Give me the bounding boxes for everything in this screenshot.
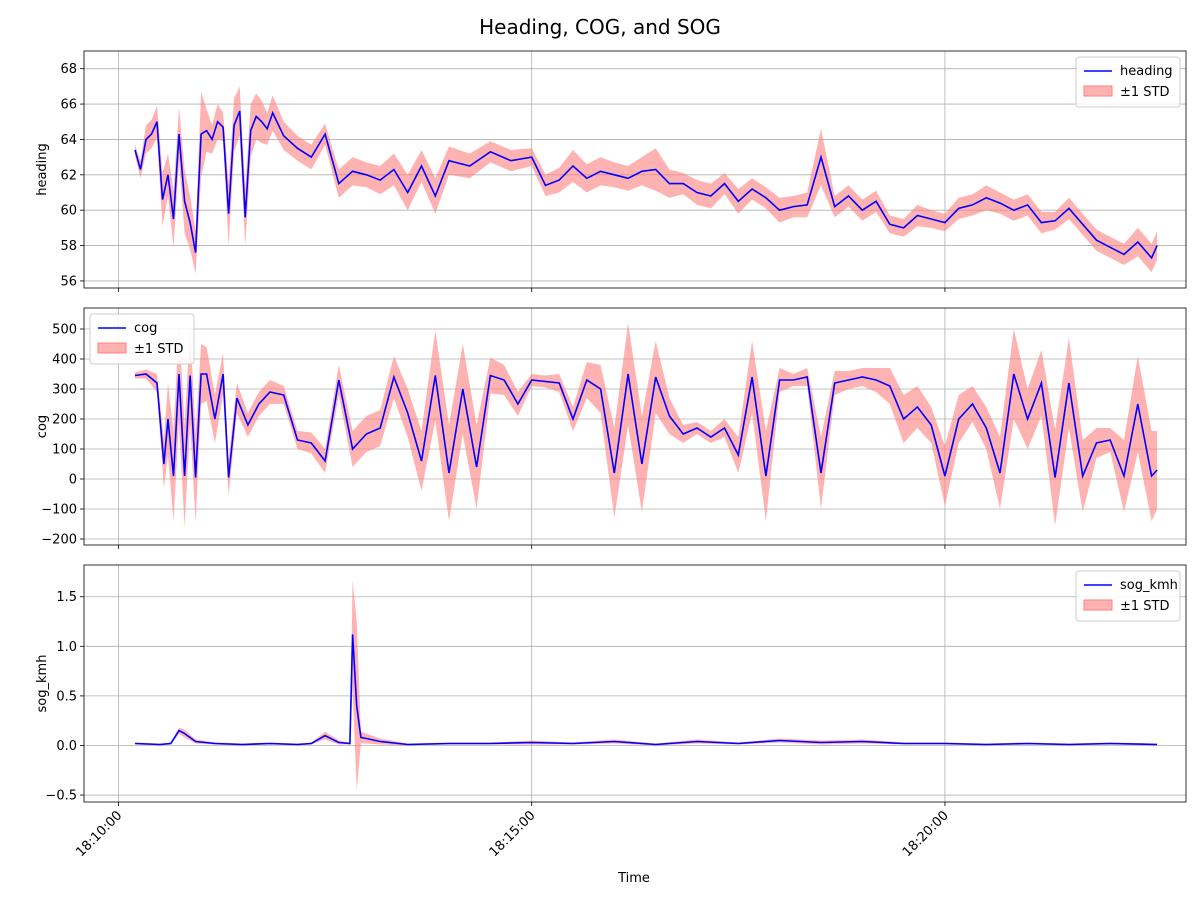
plot-area [84,565,1186,802]
plot-frame [83,50,1187,289]
x-tick-label: 18:10:00 [73,808,125,860]
x-tick-label: 18:20:00 [900,808,952,860]
legend-band-swatch [1083,85,1113,97]
std-band [135,323,1158,527]
y-tick-label: −200 [41,533,77,548]
y-tick-label: 68 [60,62,77,77]
legend-label: ±1 STD [1120,85,1170,100]
legend-band-swatch [1083,599,1113,611]
legend: heading ±1 STD [1075,56,1181,108]
y-tick-label: 0 [69,473,77,488]
y-tick-label: 300 [52,383,77,398]
y-tick-label: 0.5 [56,689,77,704]
y-tick-label: −0.5 [45,789,77,804]
y-tick-label: −100 [41,503,77,518]
y-tick-label: 64 [60,133,77,148]
y-tick-label: 1.0 [56,640,77,655]
legend-label: ±1 STD [134,342,184,357]
series-line-cog [134,373,1158,479]
panel-cog: −200 −100 0 100 200 300 400 500 cog cog ±1 STD [35,307,1187,549]
y-tick-label: 62 [60,168,77,183]
x-axis-label: Time [617,871,650,886]
legend-band-swatch [97,342,127,354]
y-axis-label: heading [35,143,50,196]
legend-label: ±1 STD [1120,599,1170,614]
y-tick-label: 500 [52,323,77,338]
y-tick-label: 200 [52,413,77,428]
panel-sog_kmh: −0.5 0.0 0.5 1.0 1.5 18:10:00 18:15:00 18:20:00… [35,564,1187,860]
series-line-heading [134,110,1158,260]
y-tick-label: 66 [60,98,77,113]
legend-label: heading [1120,64,1173,79]
y-tick-label: 0.0 [56,739,77,754]
legend: cog ±1 STD [89,313,195,365]
y-axis-label: sog_kmh [35,655,50,713]
y-tick-label: 100 [52,443,77,458]
y-tick-label: 1.5 [56,590,77,605]
x-tick-label: 18:15:00 [487,808,539,860]
plot-frame [83,307,1187,546]
legend: sog_kmh ±1 STD [1075,570,1181,622]
legend-label: cog [134,321,157,336]
panel-heading: 56 58 60 62 64 66 68 heading heading ±1 STD [35,50,1187,292]
plot-frame [83,564,1187,803]
y-tick-label: 60 [60,204,77,219]
legend-label: sog_kmh [1120,578,1178,593]
y-tick-label: 56 [60,274,77,289]
figure-title: Heading, COG, and SOG [479,15,721,39]
y-tick-label: 58 [60,239,77,254]
series-line-sog_kmh [134,634,1158,746]
y-tick-label: 400 [52,353,77,368]
y-axis-label: cog [35,415,50,438]
